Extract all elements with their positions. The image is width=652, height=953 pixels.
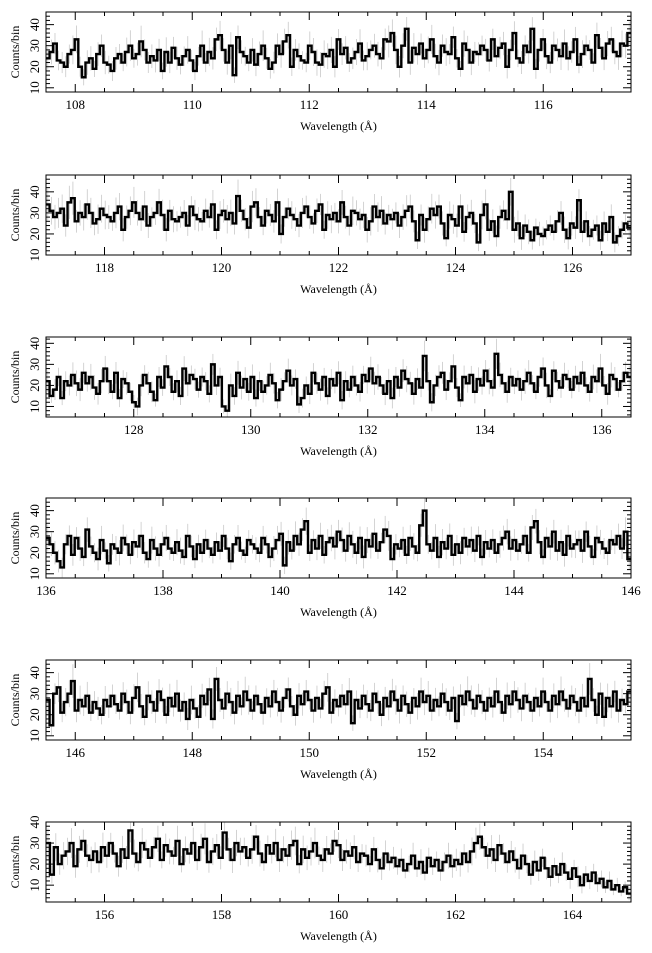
spectrum-panel-3: 128 130 132 134 136 10 20 30 40 Wavelength (Å) Cou… (8, 336, 632, 458)
counts-histogram (46, 509, 631, 569)
counts-histogram (46, 677, 631, 727)
x-tick-label: 154 (534, 745, 554, 760)
y-tick-label: 30 (27, 837, 42, 850)
spectrum-panel-6: 156 158 160 162 164 10 20 30 40 Wavelength (Å) Cou… (8, 816, 632, 943)
x-tick-label: 146 (66, 745, 86, 760)
x-tick-label: 116 (534, 97, 554, 112)
y-tick-label: 10 (27, 729, 42, 742)
y-axis-title: Counts/bin (8, 836, 22, 889)
y-tick-label: 20 (27, 858, 42, 871)
x-tick-label: 114 (417, 97, 437, 112)
spectrum-panel-1: 108 110 112 114 116 10 20 30 40 Wavelength (Å) Cou… (8, 11, 632, 133)
y-tick-label: 10 (27, 249, 42, 262)
spectrum-panel-5: 146 148 150 152 154 10 20 30 40 Wavelength (Å) Cou… (8, 659, 632, 781)
y-tick-label: 20 (27, 227, 42, 240)
x-tick-label: 134 (475, 422, 495, 437)
y-tick-label: 10 (27, 81, 42, 94)
y-tick-label: 20 (27, 546, 42, 559)
x-tick-label: 118 (95, 260, 114, 275)
spectrum-panel-2: 118 120 122 124 126 10 20 30 40 Wavelength (Å) Cou… (8, 174, 632, 296)
x-tick-label: 158 (212, 907, 232, 922)
x-tick-label: 148 (183, 745, 203, 760)
x-tick-label: 126 (563, 260, 583, 275)
x-tick-label: 110 (183, 97, 202, 112)
x-tick-label: 162 (446, 907, 466, 922)
y-tick-label: 20 (27, 379, 42, 392)
x-axis-title: Wavelength (Å) (300, 767, 377, 781)
x-tick-label: 108 (66, 97, 86, 112)
y-tick-label: 40 (27, 185, 42, 198)
spectrum-panel-4: 136 138 140 142 144 146 10 20 30 40 Wavelength (Å)… (8, 497, 641, 619)
x-tick-label: 140 (270, 583, 290, 598)
x-tick-label: 112 (300, 97, 319, 112)
y-tick-label: 40 (27, 504, 42, 517)
x-tick-label: 138 (153, 583, 173, 598)
x-tick-label: 160 (329, 907, 349, 922)
x-tick-label: 152 (417, 745, 437, 760)
x-tick-label: 122 (329, 260, 349, 275)
x-tick-label: 164 (563, 907, 583, 922)
x-tick-label: 144 (504, 583, 524, 598)
y-axis-title: Counts/bin (8, 351, 22, 404)
x-tick-label: 136 (592, 422, 612, 437)
y-tick-label: 30 (27, 206, 42, 219)
y-tick-label: 20 (27, 708, 42, 721)
counts-histogram (46, 829, 631, 895)
counts-histogram (46, 190, 631, 244)
y-tick-label: 20 (27, 60, 42, 73)
y-tick-label: 30 (27, 687, 42, 700)
y-tick-label: 30 (27, 525, 42, 538)
x-tick-label: 124 (446, 260, 466, 275)
x-axis-title: Wavelength (Å) (300, 929, 377, 943)
y-tick-label: 30 (27, 39, 42, 52)
y-tick-label: 40 (27, 18, 42, 31)
y-tick-label: 10 (27, 567, 42, 580)
x-axis-title: Wavelength (Å) (300, 282, 377, 296)
x-axis-title: Wavelength (Å) (300, 605, 377, 619)
y-axis-title: Counts/bin (8, 189, 22, 242)
x-axis-title: Wavelength (Å) (300, 119, 377, 133)
y-tick-label: 40 (27, 666, 42, 679)
y-tick-label: 40 (27, 337, 42, 350)
x-tick-label: 142 (387, 583, 407, 598)
x-tick-label: 146 (621, 583, 641, 598)
y-axis-title: Counts/bin (8, 674, 22, 727)
x-tick-label: 120 (212, 260, 232, 275)
counts-histogram (46, 27, 631, 79)
x-tick-label: 136 (36, 583, 56, 598)
x-tick-label: 128 (124, 422, 144, 437)
y-axis-title: Counts/bin (8, 26, 22, 79)
x-tick-label: 156 (95, 907, 115, 922)
counts-histogram (46, 352, 631, 412)
x-tick-label: 132 (358, 422, 378, 437)
x-axis-title: Wavelength (Å) (300, 444, 377, 458)
y-axis-title: Counts/bin (8, 512, 22, 565)
y-tick-label: 40 (27, 816, 42, 829)
x-tick-label: 130 (241, 422, 261, 437)
y-tick-label: 10 (27, 879, 42, 892)
x-tick-label: 150 (300, 745, 320, 760)
y-tick-label: 10 (27, 400, 42, 413)
y-tick-label: 30 (27, 358, 42, 371)
